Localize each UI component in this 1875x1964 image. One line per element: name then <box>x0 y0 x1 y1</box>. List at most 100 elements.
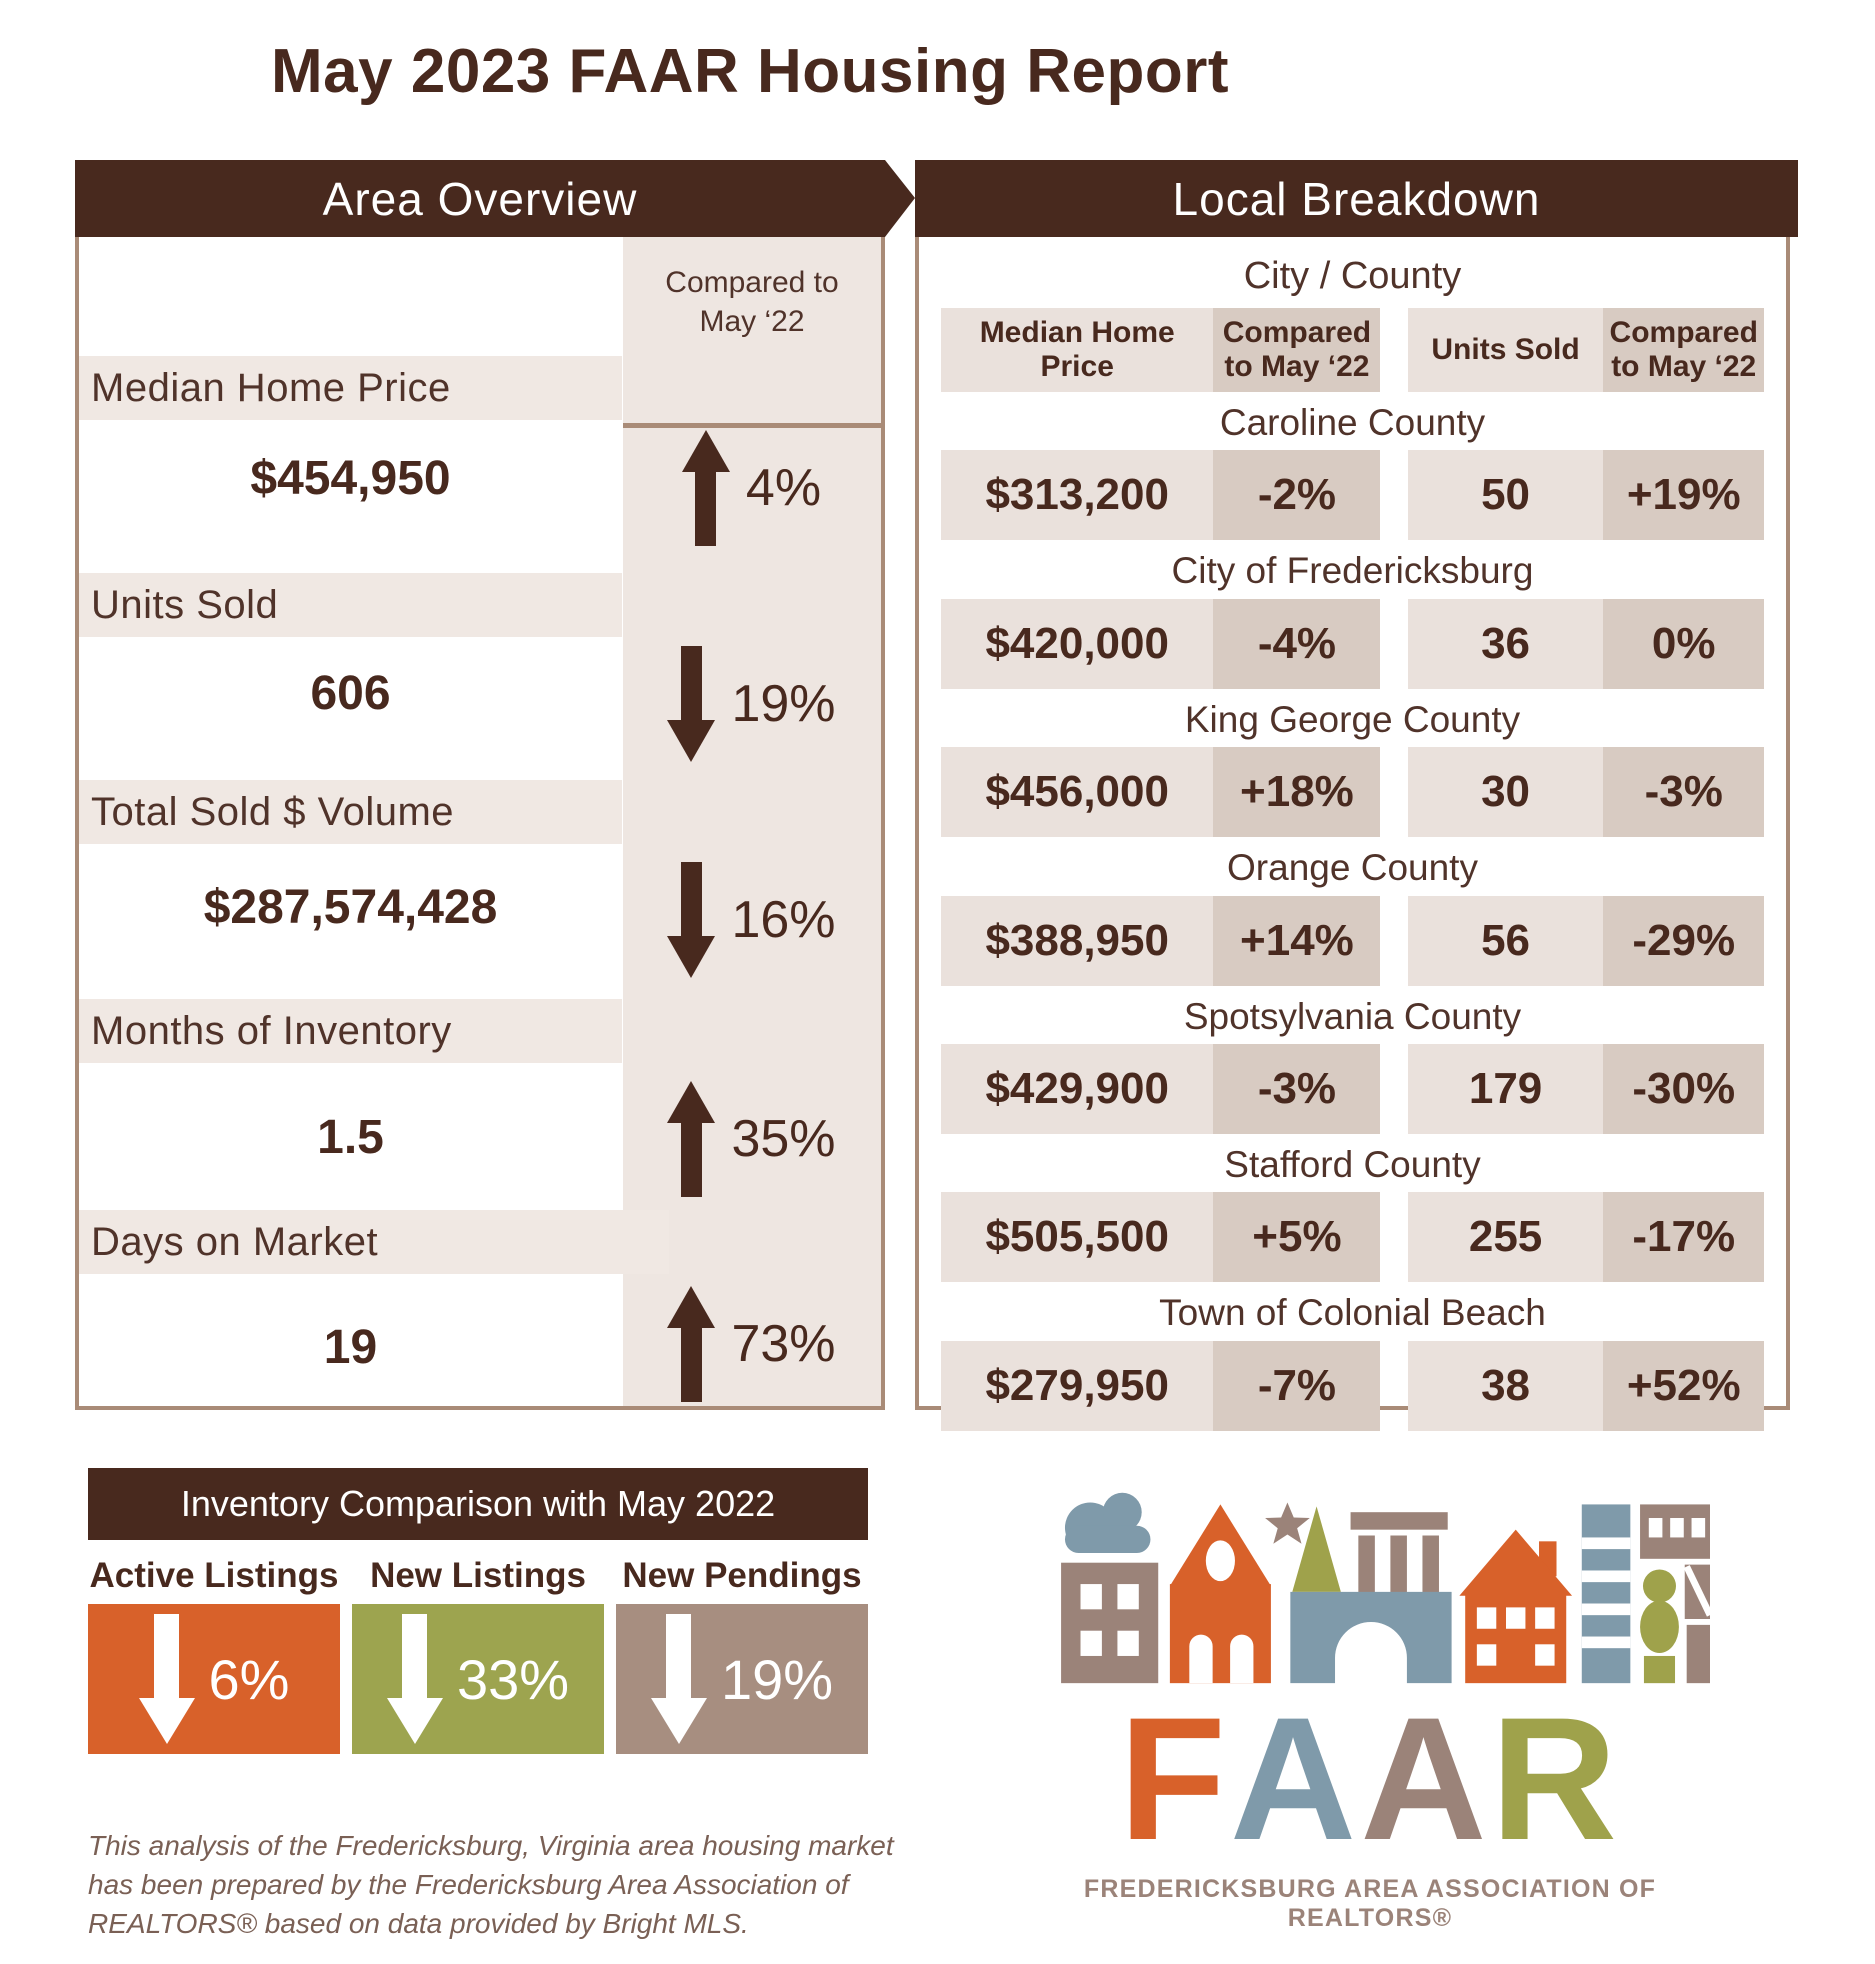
table-body: Caroline County $313,200 -2% 50 +19% Cit… <box>941 401 1764 1431</box>
units-change-value: -17% <box>1603 1192 1764 1283</box>
metric-change: 16% <box>731 891 836 949</box>
local-breakdown-panel: Local Breakdown City / County Median Hom… <box>915 160 1798 1431</box>
units-change-value: +52% <box>1603 1340 1764 1431</box>
building-icon <box>1640 1504 1710 1559</box>
footnote: This analysis of the Fredericksburg, Vir… <box>88 1830 894 1940</box>
metric-label: Total Sold $ Volume <box>91 789 455 834</box>
house-icon <box>1459 1529 1573 1684</box>
inventory-item-label: Active Listings <box>89 1556 339 1595</box>
striped-building-icon <box>1581 1504 1631 1684</box>
median-price-value: $456,000 <box>941 747 1214 838</box>
table-section: Stafford County $505,500 +5% 255 -17% <box>941 1143 1764 1283</box>
up-arrow-icon <box>667 1286 716 1402</box>
table-row: $456,000 +18% 30 -3% <box>941 747 1764 838</box>
metric-value: $287,574,428 <box>203 881 498 934</box>
local-breakdown-table: City / County Median Home Price Compared… <box>919 237 1786 1431</box>
local-breakdown-header-bar: Local Breakdown <box>915 160 1798 237</box>
metric-label: Median Home Price <box>91 365 451 410</box>
faar-logo: F A A R FREDERICKSBURG AREA ASSOCIATION … <box>1020 1448 1720 1933</box>
inventory-item-change: 6% <box>208 1647 290 1711</box>
metric-change-row: 4% <box>622 426 881 550</box>
bridge-icon <box>1290 1591 1452 1684</box>
metric-label-band: Median Home Price <box>79 356 622 420</box>
faar-letter: A <box>1360 1682 1491 1877</box>
metric-change: 19% <box>731 675 836 733</box>
metric-change-row: 19% <box>622 642 881 766</box>
table-row: $279,950 -7% 38 +52% <box>941 1340 1764 1431</box>
cloud-icon <box>1064 1492 1151 1553</box>
column-gap <box>1380 747 1407 837</box>
table-row: $429,900 -3% 179 -30% <box>941 1043 1764 1134</box>
inventory-item: New Listings 33% <box>352 1548 604 1754</box>
median-price-value: $279,950 <box>941 1340 1214 1431</box>
area-overview-panel: Area Overview Compared to May ‘22 Median… <box>75 160 915 1410</box>
inventory-item-box: 6% <box>88 1604 340 1754</box>
metric-label: Months of Inventory <box>91 1008 452 1053</box>
county-name: Stafford County <box>1224 1143 1481 1185</box>
units-change-value: -3% <box>1603 747 1764 838</box>
county-name: Spotsylvania County <box>1183 995 1522 1037</box>
metric-change: 4% <box>745 459 822 517</box>
price-change-value: -4% <box>1213 598 1381 689</box>
compare-column-header: Compared to May ‘22 <box>623 263 881 341</box>
median-price-value: $505,500 <box>941 1192 1214 1283</box>
divider <box>623 423 881 428</box>
units-change-value: +19% <box>1603 450 1764 541</box>
metric-change: 73% <box>731 1315 836 1373</box>
county-name: Caroline County <box>1219 402 1486 443</box>
compare-header-line2: May ‘22 <box>699 305 805 338</box>
column-gap <box>1380 1341 1407 1431</box>
median-price-value: $388,950 <box>941 895 1214 986</box>
faar-letter: R <box>1490 1682 1622 1877</box>
inventory-comparison-title: Inventory Comparison with May 2022 <box>180 1483 776 1524</box>
column-gap <box>1380 1192 1407 1282</box>
median-price-value: $420,000 <box>941 598 1214 689</box>
metric-change: 35% <box>731 1110 836 1168</box>
star-icon <box>1265 1502 1310 1544</box>
inventory-item-change: 19% <box>720 1647 834 1711</box>
page-title: May 2023 FAAR Housing Report <box>271 37 1229 106</box>
units-sold-value: 56 <box>1407 895 1604 986</box>
units-change-value: -30% <box>1603 1043 1764 1134</box>
price-change-value: -3% <box>1213 1043 1381 1134</box>
table-section: Orange County $388,950 +14% 56 -29% <box>941 846 1764 986</box>
compare-header-line1: Compared to <box>665 266 839 299</box>
table-section: City of Fredericksburg $420,000 -4% 36 0… <box>941 549 1764 689</box>
inventory-item-label: New Listings <box>370 1556 586 1595</box>
metric-value: 19 <box>323 1321 378 1374</box>
down-arrow-icon <box>138 1614 195 1744</box>
monument-icon <box>1350 1512 1448 1598</box>
column-gap <box>1380 1044 1407 1134</box>
metric-label-band: Days on Market <box>79 1210 669 1274</box>
metric-value: 606 <box>310 667 391 720</box>
metric-value: $454,950 <box>250 452 451 505</box>
column-gap <box>1380 450 1407 540</box>
median-price-value: $429,900 <box>941 1043 1214 1134</box>
table-section: King George County $456,000 +18% 30 -3% <box>941 698 1764 838</box>
church-icon <box>1169 1504 1271 1684</box>
faar-wordmark: F A A R <box>1020 1682 1720 1877</box>
metric-label-band: Total Sold $ Volume <box>79 780 622 844</box>
table-row: $313,200 -2% 50 +19% <box>941 450 1764 541</box>
price-change-value: -7% <box>1213 1340 1381 1431</box>
county-name: Orange County <box>1227 847 1478 889</box>
metric-label: Days on Market <box>91 1219 379 1264</box>
price-change-value: -2% <box>1213 450 1381 541</box>
inventory-item: New Pendings 19% <box>616 1548 868 1754</box>
faar-tagline: FREDERICKSBURG AREA ASSOCIATION OF REALT… <box>1083 1875 1657 1933</box>
area-overview-title: Area Overview <box>322 172 638 225</box>
column-gap <box>1380 308 1407 392</box>
metric-label: Units Sold <box>91 582 279 627</box>
inventory-comparison-header-bar: Inventory Comparison with May 2022 <box>88 1468 868 1540</box>
table-section: Spotsylvania County $429,900 -3% 179 -30… <box>941 995 1764 1134</box>
column-gap <box>1380 599 1407 689</box>
up-arrow-icon <box>681 430 730 546</box>
column-header-units-change: Compared to May ‘22 <box>1603 308 1764 392</box>
down-arrow-icon <box>650 1614 707 1744</box>
tree-icon <box>1292 1506 1341 1592</box>
metric-label-band: Units Sold <box>79 573 622 637</box>
units-sold-value: 38 <box>1407 1340 1604 1431</box>
price-change-value: +14% <box>1213 895 1381 986</box>
inventory-item-box: 19% <box>616 1604 868 1754</box>
column-header-units-sold: Units Sold <box>1407 308 1604 392</box>
